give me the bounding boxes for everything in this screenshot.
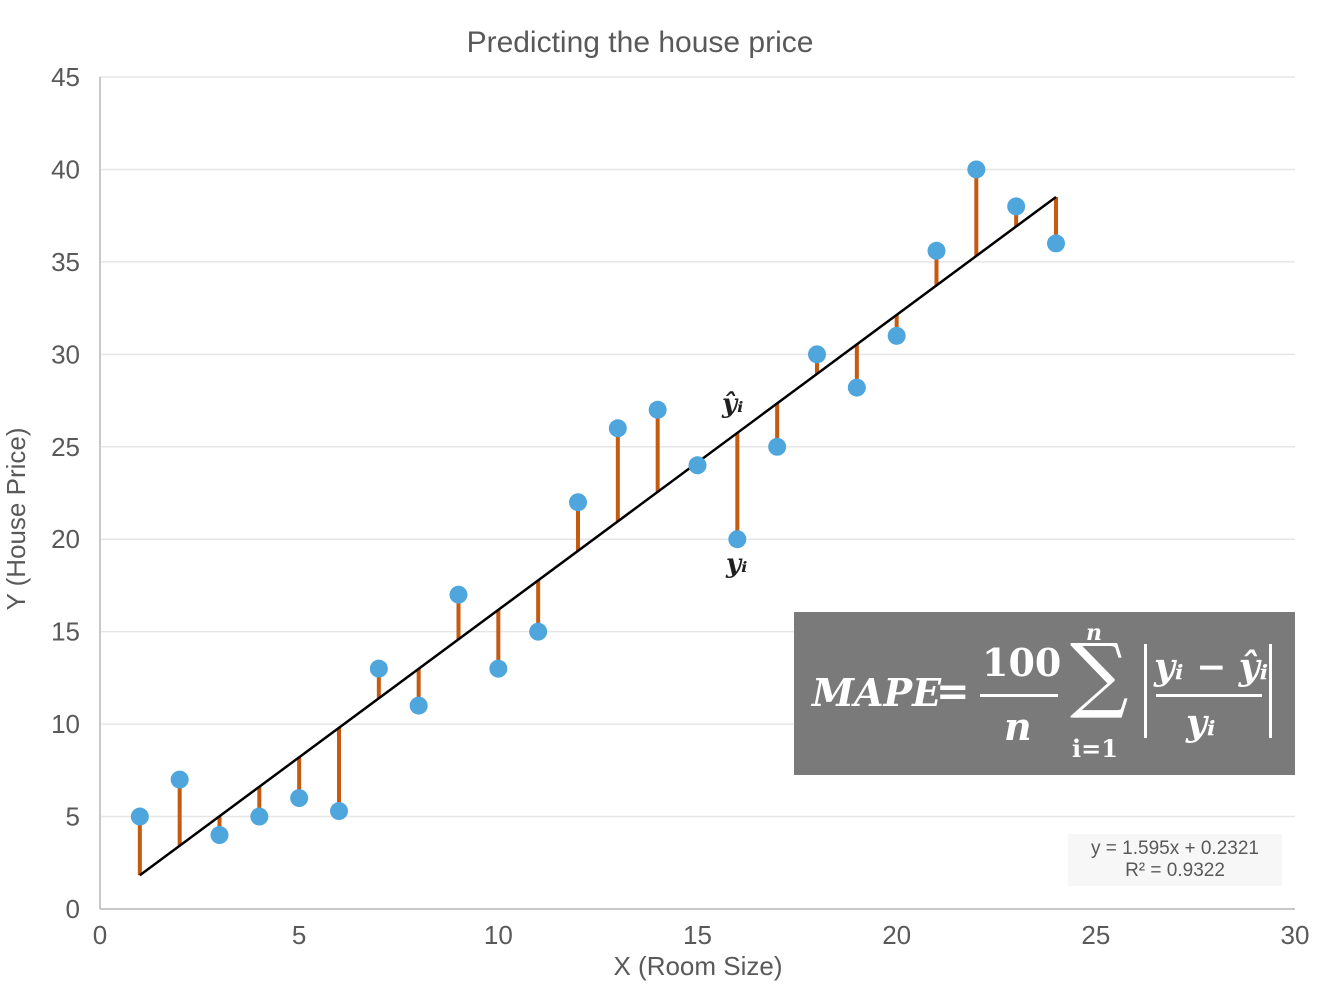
data-point-17 bbox=[768, 437, 787, 456]
trendline-group bbox=[139, 195, 1057, 877]
data-point-3 bbox=[210, 826, 229, 845]
x-tick-label-15: 15 bbox=[683, 920, 712, 950]
y-tick-label-25: 25 bbox=[51, 432, 80, 462]
grid-lines bbox=[100, 76, 1295, 818]
data-point-5 bbox=[290, 789, 309, 808]
sum-lower-limit: i=1 bbox=[1072, 734, 1118, 763]
data-point-15 bbox=[688, 456, 707, 475]
y-tick-label-35: 35 bbox=[51, 247, 80, 277]
x-tick-label-5: 5 bbox=[292, 920, 306, 950]
data-point-9 bbox=[449, 585, 468, 604]
y-tick-label-15: 15 bbox=[51, 617, 80, 647]
y-tick-label-20: 20 bbox=[51, 524, 80, 554]
data-point-18 bbox=[808, 345, 826, 364]
equation-background bbox=[1068, 834, 1282, 886]
data-point-22 bbox=[967, 160, 986, 179]
trendline-equation: y = 1.595x + 0.2321 bbox=[1091, 838, 1259, 859]
mape-equals: = bbox=[936, 668, 970, 715]
mape-formula-box: MAPE = 100 n ∑ n i=1 yᵢ − ŷᵢ yᵢ bbox=[794, 612, 1295, 775]
data-point-11 bbox=[529, 622, 548, 641]
x-tick-label-25: 25 bbox=[1081, 920, 1110, 950]
x-tick-label-30: 30 bbox=[1281, 920, 1310, 950]
mape-fraction-bar bbox=[980, 694, 1058, 697]
data-point-1 bbox=[130, 807, 149, 826]
mape-numerator: 100 bbox=[982, 640, 1062, 685]
data-point-12 bbox=[569, 493, 587, 512]
data-point-24 bbox=[1047, 234, 1065, 253]
x-axis-label: X (Room Size) bbox=[613, 951, 782, 981]
data-point-21 bbox=[927, 241, 946, 260]
data-point-20 bbox=[887, 326, 906, 345]
sum-upper-limit: n bbox=[1086, 620, 1102, 646]
error-denominator: yᵢ bbox=[1186, 702, 1216, 744]
trendline bbox=[139, 195, 1057, 877]
residual-lines bbox=[137, 169, 1058, 876]
data-point-13 bbox=[608, 419, 627, 438]
sum-symbol: ∑ bbox=[1070, 627, 1129, 722]
data-point-6 bbox=[330, 802, 348, 821]
y-tick-label-10: 10 bbox=[51, 709, 80, 739]
data-point-19 bbox=[847, 378, 866, 397]
abs-bar-left bbox=[1144, 644, 1147, 738]
data-point-7 bbox=[369, 659, 388, 678]
y-tick-label-40: 40 bbox=[51, 154, 80, 184]
abs-bar-right bbox=[1269, 644, 1272, 738]
x-tick-labels: 0 5 10 15 20 25 30 bbox=[93, 920, 1310, 950]
data-point-23 bbox=[1007, 197, 1026, 216]
data-point-4 bbox=[250, 807, 269, 826]
data-point-2 bbox=[170, 770, 189, 789]
x-tick-label-10: 10 bbox=[484, 920, 513, 950]
actual-annotation: yᵢ bbox=[725, 549, 747, 579]
y-tick-label-5: 5 bbox=[66, 802, 80, 832]
data-point-16 bbox=[728, 530, 747, 549]
data-point-10 bbox=[489, 659, 508, 678]
mape-lhs: MAPE bbox=[812, 670, 942, 715]
error-numerator: yᵢ − ŷᵢ bbox=[1154, 646, 1269, 688]
y-tick-label-45: 45 bbox=[51, 62, 80, 92]
data-points bbox=[130, 160, 1065, 845]
y-tick-label-0: 0 bbox=[66, 894, 80, 924]
x-tick-label-0: 0 bbox=[93, 920, 107, 950]
trendline-r-squared: R² = 0.9322 bbox=[1125, 860, 1225, 881]
y-axis-label: Y (House Price) bbox=[1, 427, 31, 610]
error-fraction-bar bbox=[1156, 694, 1262, 697]
data-point-8 bbox=[409, 696, 428, 715]
x-tick-label-20: 20 bbox=[882, 920, 911, 950]
data-point-14 bbox=[648, 400, 667, 419]
y-tick-label-30: 30 bbox=[51, 339, 80, 369]
y-tick-labels: 0 5 10 15 20 25 30 35 40 45 bbox=[51, 62, 80, 924]
predicted-annotation: ŷᵢ bbox=[721, 389, 743, 419]
axes bbox=[99, 77, 1295, 910]
mape-denominator: n bbox=[1004, 704, 1032, 749]
chart-title: Predicting the house price bbox=[467, 26, 814, 59]
